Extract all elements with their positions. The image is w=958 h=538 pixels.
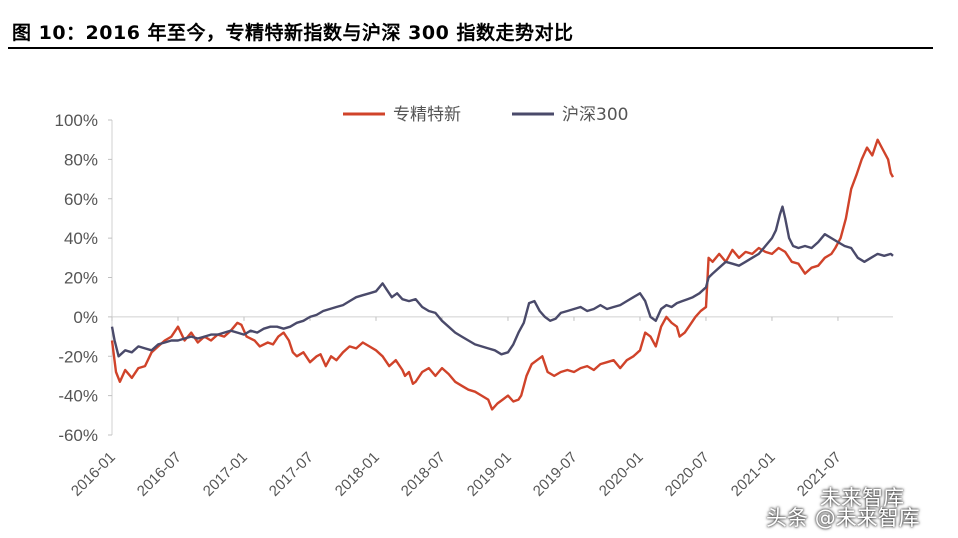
series-line-zhuanjingtexin xyxy=(110,138,895,411)
x-tick-label: 2020-01 xyxy=(596,449,647,500)
y-tick-label: 60% xyxy=(64,190,98,209)
y-tick-label: -60% xyxy=(58,426,98,445)
y-tick-label: 0% xyxy=(73,308,98,327)
x-tick-label: 2019-01 xyxy=(464,449,515,500)
legend-label: 专精特新 xyxy=(393,105,461,125)
watermark-account-label: 头条 @未来智库 xyxy=(766,502,920,532)
y-tick-label: 80% xyxy=(64,150,98,169)
watermark-wechat-label: 未来智库 xyxy=(820,486,904,510)
x-tick-label: 2017-01 xyxy=(200,449,251,500)
x-tick-label: 2020-07 xyxy=(662,449,713,500)
y-tick-label: 20% xyxy=(64,269,98,288)
figure-title: 图 10：2016 年至今，专精特新指数与沪深 300 指数走势对比 xyxy=(12,22,574,44)
x-tick-label: 2021-01 xyxy=(728,449,779,500)
x-tick-label: 2018-01 xyxy=(332,449,383,500)
y-tick-label: 100% xyxy=(55,111,98,130)
title-divider xyxy=(8,47,933,49)
legend-label: 沪深300 xyxy=(562,105,628,125)
x-tick-label: 2016-07 xyxy=(134,449,185,500)
x-tick-label: 2016-01 xyxy=(68,449,119,500)
x-tick-label: 2017-07 xyxy=(266,449,317,500)
y-tick-label: -40% xyxy=(58,387,98,406)
y-tick-label: -20% xyxy=(58,347,98,366)
watermark-account: @未来智库 xyxy=(814,506,920,530)
x-tick-label: 2019-07 xyxy=(530,449,581,500)
x-tick-label: 2018-07 xyxy=(398,449,449,500)
series-line-hushen300 xyxy=(110,205,894,358)
watermark-platform: 头条 xyxy=(766,506,808,530)
y-tick-label: 40% xyxy=(64,229,98,248)
